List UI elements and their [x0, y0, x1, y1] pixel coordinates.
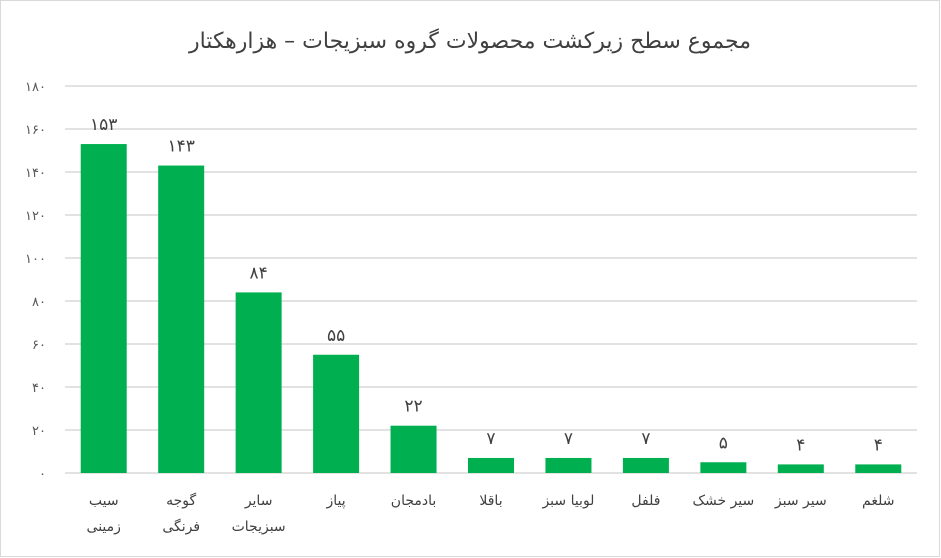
category-label: فرنگی	[162, 518, 200, 535]
bar	[390, 425, 437, 473]
data-label: ۸۴	[250, 263, 268, 283]
bar	[855, 464, 902, 473]
data-label: ۷	[564, 429, 573, 449]
data-label: ۴	[874, 435, 883, 455]
category-label: سایر	[244, 493, 273, 509]
y-tick-label: ۴۰	[32, 381, 46, 396]
data-label: ۷	[641, 429, 650, 449]
category-label: گوجه	[166, 492, 196, 509]
category-label: سیب	[89, 493, 119, 509]
y-tick-label: ۱۰۰	[25, 252, 46, 267]
y-tick-label: ۱۶۰	[25, 123, 46, 138]
bar	[80, 144, 127, 474]
bar	[622, 457, 669, 473]
category-label: شلغم	[862, 493, 894, 509]
bar	[313, 354, 360, 473]
y-tick-label: ۰	[39, 467, 46, 482]
bar	[235, 292, 282, 473]
category-label: فلفل	[631, 493, 660, 509]
bar	[158, 165, 205, 474]
chart-title: مجموع سطح زیرکشت محصولات گروه سبزیجات – …	[188, 28, 751, 54]
category-label: باقلا	[479, 493, 502, 509]
data-label: ۱۴۳	[167, 137, 194, 157]
y-tick-label: ۶۰	[32, 338, 46, 353]
data-label: ۱۵۳	[90, 115, 117, 135]
category-label: پیاز	[326, 493, 346, 509]
bar	[700, 462, 747, 473]
category-label: سبزیجات	[232, 519, 286, 535]
y-tick-label: ۱۲۰	[25, 209, 46, 224]
y-tick-label: ۱۴۰	[25, 166, 46, 181]
bar	[545, 457, 592, 473]
category-label: بادمجان	[391, 493, 436, 509]
category-label: سیر سبز	[774, 493, 827, 509]
data-label: ۵۵	[327, 326, 345, 346]
y-tick-label: ۱۸۰	[25, 80, 46, 95]
data-label: ۴	[796, 435, 805, 455]
bar	[468, 457, 514, 473]
category-label: لوبیا سبز	[541, 493, 594, 509]
data-label: ۲۲	[404, 397, 422, 417]
category-label: زمینی	[87, 519, 121, 535]
data-label: ۷	[486, 429, 495, 449]
bar	[777, 464, 824, 473]
category-label: سیر خشک	[692, 493, 754, 509]
y-tick-label: ۲۰	[32, 424, 46, 439]
y-tick-label: ۸۰	[32, 295, 46, 310]
data-label: ۵	[719, 433, 728, 453]
